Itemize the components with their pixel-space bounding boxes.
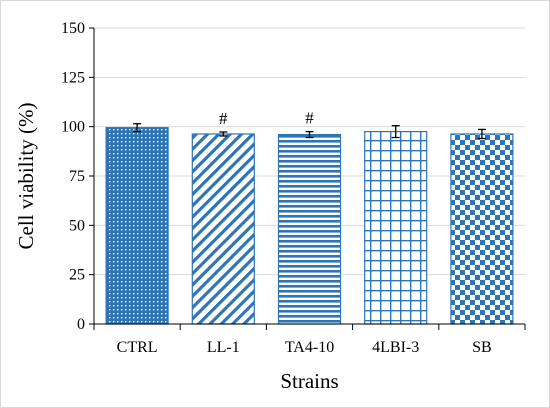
significance-mark: # [219,109,228,128]
y-tick-label: 75 [69,168,85,185]
y-tick-label: 125 [61,69,85,86]
significance-mark: # [305,109,314,128]
y-tick-label: 0 [77,316,85,333]
bar-4lbi-3 [364,131,428,325]
y-axis-title: Cell viability (%) [14,103,38,250]
bar-ll-1 [191,133,255,325]
bar-sb [450,133,514,325]
y-tick-label: 25 [69,267,85,284]
bar-ta4-10 [277,133,342,325]
annotations: # # [219,109,314,128]
x-tick-labels: CTRL LL-1 TA4-10 4LBI-3 SB [117,339,492,356]
bars [105,127,514,325]
x-axis-title: Strains [280,369,338,393]
x-tick-label: SB [472,339,492,356]
y-tick-labels: 0 25 50 75 100 125 150 [61,20,85,333]
y-tick-label: 50 [69,217,85,234]
x-tick-label: CTRL [117,339,158,356]
x-tick-label: LL-1 [207,339,240,356]
y-tick-label: 100 [61,119,85,136]
y-tick-label: 150 [61,20,85,37]
error-bars [133,123,486,140]
bar-ctrl [105,127,169,325]
x-tick-label: 4LBI-3 [372,339,419,356]
axes [89,27,526,330]
x-tick-label: TA4-10 [285,339,334,356]
